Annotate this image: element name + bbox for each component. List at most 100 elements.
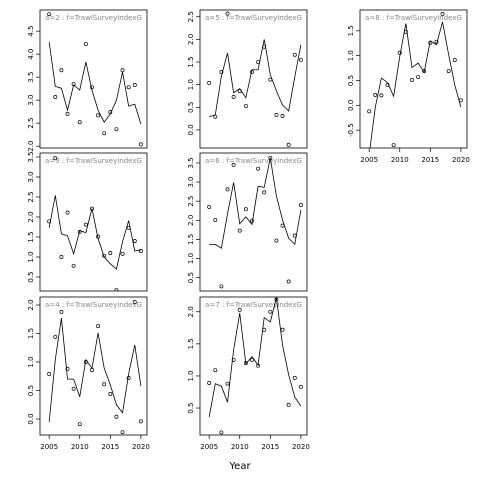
point — [65, 112, 70, 116]
point — [53, 94, 58, 99]
point — [231, 357, 236, 362]
x-tick-label: 2010 — [71, 443, 89, 451]
point — [207, 80, 212, 85]
plot-area — [207, 297, 303, 435]
point — [47, 372, 52, 376]
point — [286, 402, 291, 407]
point — [108, 251, 113, 255]
x-tick-label: 2015 — [421, 156, 439, 164]
point — [256, 166, 261, 171]
panel-frame — [199, 296, 308, 436]
line — [48, 195, 141, 270]
y-tick-label: 1.5 — [187, 56, 195, 67]
point — [59, 68, 64, 73]
point — [440, 12, 445, 16]
y-tick-label: 0.5 — [187, 272, 195, 283]
point — [243, 207, 248, 212]
x-tick-label: 2020 — [452, 156, 470, 164]
y-tick-label: 0.5 — [27, 385, 35, 396]
y-tick-label: 0.5 — [187, 102, 195, 113]
point — [280, 113, 285, 118]
point — [391, 143, 396, 147]
y-tick-label: 1.5 — [187, 234, 195, 245]
point — [83, 42, 88, 46]
y-tick-label: 1.5 — [27, 328, 35, 339]
point — [120, 430, 125, 435]
line — [48, 318, 142, 422]
y-tick-label: 3.0 — [27, 171, 35, 182]
x-tick-label: 2015 — [101, 443, 119, 451]
point — [225, 11, 230, 16]
point — [138, 142, 143, 147]
point — [114, 288, 119, 291]
panel: a=2 : f=TrawlSurveyIndexG 2.0 2.5 3.0 3.5 4.0… — [27, 9, 148, 152]
panel: a=8 : f=TrawlSurveyIndexG -0.5 0.0 0.5 1.0 1.… — [347, 9, 470, 164]
y-tick-label: 1.5 — [187, 338, 195, 349]
plot-area — [367, 12, 463, 148]
point — [219, 430, 224, 435]
y-tick-label: 2.0 — [27, 299, 35, 310]
point — [102, 382, 107, 387]
point — [379, 93, 384, 98]
point — [286, 142, 291, 147]
x-tick-label: 2010 — [391, 156, 409, 164]
point — [132, 83, 137, 87]
point — [132, 239, 137, 243]
y-tick-label: 0.5 — [347, 75, 355, 86]
point — [71, 386, 76, 391]
line — [48, 42, 142, 125]
y-tick-label: -0.5 — [347, 123, 355, 137]
line — [209, 39, 302, 118]
plot-area — [47, 156, 143, 291]
y-tick-label: 0.0 — [187, 124, 195, 135]
point — [373, 92, 378, 97]
point — [53, 334, 58, 339]
panel-title: a=8 : f=TrawlSurveyIndexG — [365, 14, 462, 22]
panel-frame — [199, 9, 308, 149]
line — [208, 297, 302, 418]
x-tick-label: 2005 — [200, 443, 218, 451]
point — [65, 210, 70, 215]
point — [108, 391, 113, 396]
panel-frame — [359, 9, 468, 149]
point — [120, 251, 125, 256]
point — [292, 52, 297, 57]
panel: a=7 : f=TrawlSurveyIndexG 0.5 1.0 1.5 2.0 200… — [187, 296, 310, 451]
x-tick-label: 2015 — [261, 443, 279, 451]
y-tick-label: 2.0 — [187, 306, 195, 317]
point — [237, 307, 242, 312]
y-tick-label: 0.0 — [347, 100, 355, 111]
point — [65, 366, 70, 371]
y-tick-label: 2.0 — [27, 211, 35, 222]
point — [102, 131, 107, 136]
point — [207, 381, 212, 385]
x-tick-label: 2020 — [292, 443, 310, 451]
point — [286, 279, 291, 284]
plot-area — [47, 300, 143, 435]
plot-area — [47, 12, 143, 147]
panel-title: a=7 : f=TrawlSurveyIndexG — [205, 301, 302, 309]
line — [209, 157, 302, 249]
panel: a=3 : f=TrawlSurveyIndexG 0.5 1.0 1.5 2.0 2.5… — [27, 151, 148, 292]
panel-title: a=2 : f=TrawlSurveyIndexG — [45, 14, 142, 22]
point — [274, 238, 279, 243]
y-tick-label: 2.0 — [187, 215, 195, 226]
point — [225, 381, 230, 386]
point — [138, 419, 143, 424]
point — [410, 78, 414, 82]
point — [59, 309, 64, 314]
y-tick-label: 1.0 — [187, 253, 195, 264]
point — [268, 309, 273, 314]
panel-title: a=3 : f=TrawlSurveyIndexG — [45, 157, 142, 165]
y-tick-label: 1.0 — [347, 50, 355, 61]
point — [114, 127, 119, 132]
point — [452, 58, 457, 63]
point — [446, 69, 451, 74]
point — [213, 217, 218, 222]
y-tick-label: 3.5 — [27, 151, 35, 162]
point — [219, 70, 224, 74]
y-tick-label: 0.5 — [187, 402, 195, 413]
point — [274, 113, 279, 117]
y-tick-label: 1.5 — [27, 231, 35, 242]
